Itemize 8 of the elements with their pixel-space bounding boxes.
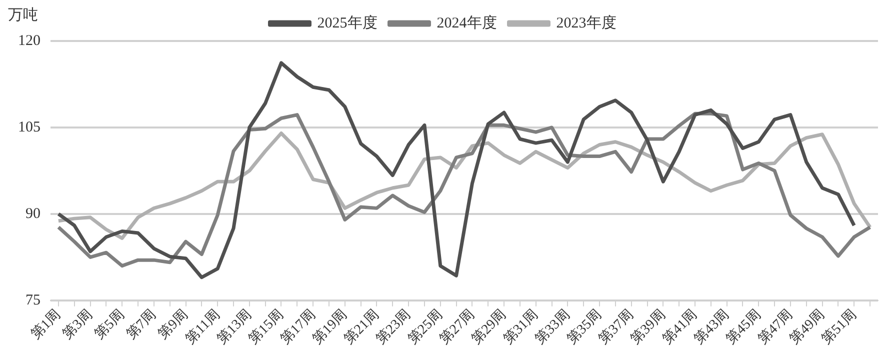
y-tick-label: 75 — [26, 292, 40, 308]
y-tick-label: 120 — [18, 32, 40, 49]
y-tick-label: 90 — [26, 206, 40, 222]
legend-label: 2023年度 — [556, 14, 616, 32]
y-axis-title: 万吨 — [8, 6, 38, 24]
y-tick-label: 105 — [18, 119, 40, 136]
legend-label: 2024年度 — [436, 14, 497, 32]
legend-label: 2025年度 — [317, 14, 378, 32]
